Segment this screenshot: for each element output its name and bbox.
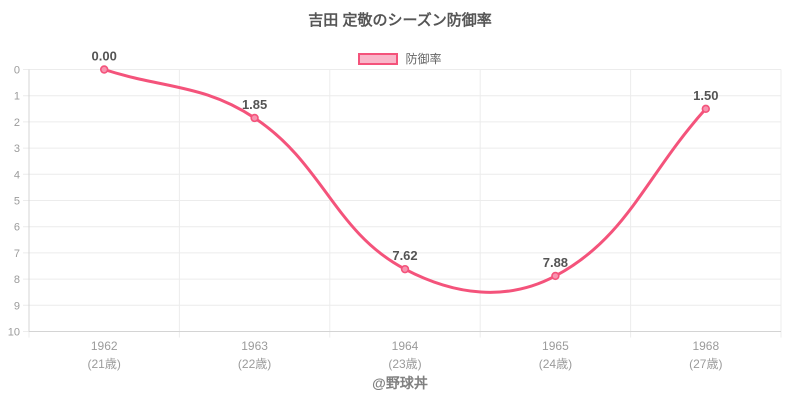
data-point[interactable] (99, 65, 109, 74)
data-point-label: 7.88 (543, 255, 568, 270)
y-tick-label: 6 (14, 222, 20, 234)
x-tick-label-year: 1964 (392, 339, 419, 353)
x-tick-label-year: 1963 (241, 339, 268, 353)
data-point[interactable] (701, 104, 710, 114)
y-tick-label: 10 (8, 327, 20, 339)
y-tick-label: 0 (14, 65, 20, 77)
data-point-label: 1.50 (693, 88, 718, 103)
x-tick-label-age: (21歳) (88, 357, 121, 371)
data-point-label: 7.62 (392, 248, 417, 263)
data-point[interactable] (250, 113, 259, 123)
y-tick-label: 3 (14, 143, 20, 155)
y-tick-label: 5 (14, 196, 20, 208)
x-tick-label-age: (24歳) (539, 357, 572, 371)
watermark: @野球丼 (372, 375, 428, 391)
y-tick-label: 9 (14, 300, 20, 312)
y-tick-label: 1 (14, 91, 20, 103)
x-tick-label-year: 1965 (542, 339, 569, 353)
data-point[interactable] (551, 271, 560, 281)
x-tick-label-age: (27歳) (689, 357, 722, 371)
legend-swatch (358, 52, 399, 65)
data-point[interactable] (400, 264, 410, 274)
y-tick-label: 7 (14, 248, 20, 260)
legend-label: 防御率 (405, 52, 442, 66)
x-tick-label-age: (23歳) (388, 357, 421, 371)
y-tick-label: 4 (14, 169, 20, 181)
x-tick-label-year: 1962 (91, 339, 118, 353)
legend-item-era[interactable]: 防御率 (0, 50, 800, 67)
chart-title: 吉田 定敬のシーズン防御率 (308, 12, 492, 29)
x-tick-label-year: 1968 (692, 339, 719, 353)
data-point-label: 1.85 (242, 97, 267, 112)
y-tick-label: 8 (14, 274, 20, 286)
y-tick-label: 2 (14, 117, 20, 129)
data-point-label: 0.00 (92, 49, 117, 64)
x-tick-label-age: (22歳) (238, 357, 271, 371)
